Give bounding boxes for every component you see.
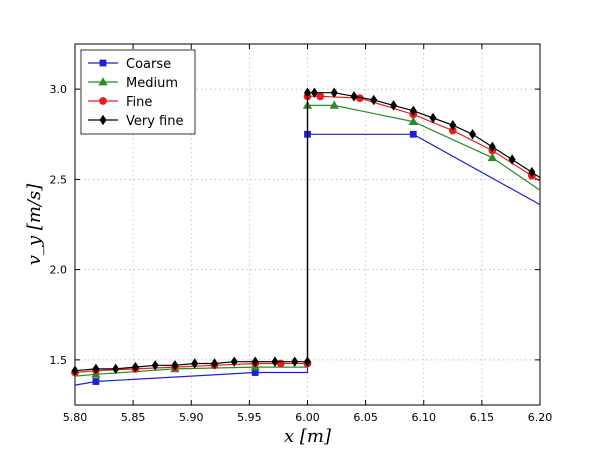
- legend-label: Medium: [126, 76, 178, 91]
- data-point: [291, 356, 299, 367]
- x-tick-label: 6.00: [295, 411, 320, 424]
- data-point: [71, 365, 79, 376]
- legend-marker: [98, 77, 108, 86]
- data-point: [449, 120, 457, 131]
- x-tick-label: 6.10: [412, 411, 437, 424]
- y-tick-label: 1.5: [50, 354, 68, 367]
- data-point: [508, 154, 516, 165]
- legend-marker: [99, 59, 107, 67]
- legend-label: Coarse: [126, 57, 171, 72]
- legend-marker: [99, 97, 107, 105]
- data-point: [276, 359, 285, 368]
- data-point: [390, 100, 398, 111]
- data-point: [409, 105, 417, 117]
- series-very-fine: [71, 87, 541, 376]
- data-point: [316, 92, 325, 101]
- data-point: [191, 358, 199, 369]
- x-tick-label: 5.95: [237, 411, 262, 424]
- data-point: [92, 363, 100, 375]
- legend-marker: [99, 114, 107, 126]
- legend-label: Very fine: [126, 114, 183, 129]
- data-point: [271, 356, 279, 367]
- legend-item: Medium: [88, 76, 178, 91]
- data-point: [429, 112, 437, 124]
- x-tick-label: 6.20: [528, 411, 553, 424]
- y-tick-label: 2.5: [50, 173, 68, 186]
- x-axis-label: x [m]: [284, 426, 332, 447]
- data-point: [487, 152, 498, 162]
- data-point: [408, 116, 418, 126]
- legend-item: Very fine: [88, 114, 183, 129]
- data-point: [92, 378, 100, 385]
- y-tick-label: 2.0: [50, 264, 68, 277]
- axis-ticks: 5.80 5.85 5.90 5.95 6.00 6.05 6.10 6.15 6.20 1.5 2…: [50, 44, 553, 424]
- data-point: [330, 87, 338, 98]
- data-point: [329, 100, 339, 109]
- legend: Coarse Medium Fine Very fine: [80, 49, 196, 135]
- x-tick-label: 5.90: [179, 411, 204, 424]
- data-point: [409, 130, 417, 138]
- data-point: [230, 356, 238, 367]
- legend-item: Fine: [88, 95, 152, 110]
- x-tick-label: 6.05: [353, 411, 378, 424]
- data-point: [304, 356, 311, 367]
- legend-label: Fine: [126, 95, 152, 110]
- data-point: [304, 87, 311, 98]
- data-point: [488, 141, 496, 153]
- y-tick-label: 3.0: [50, 83, 68, 96]
- data-point: [350, 91, 358, 102]
- data-point: [528, 166, 536, 178]
- data-point: [310, 87, 318, 98]
- series-coarse: [74, 130, 541, 386]
- data-point: [131, 361, 139, 373]
- data-point: [370, 94, 378, 106]
- x-tick-label: 6.15: [470, 411, 495, 424]
- y-axis-label: v_y [m/s]: [24, 183, 45, 265]
- data-point: [151, 360, 159, 371]
- x-tick-label: 5.80: [63, 411, 88, 424]
- data-point: [112, 363, 120, 375]
- series-group: [71, 87, 541, 386]
- data-point: [251, 356, 259, 367]
- legend-item: Coarse: [88, 57, 171, 72]
- data-point: [211, 358, 218, 369]
- data-point: [469, 129, 477, 140]
- data-point: [171, 360, 179, 371]
- x-tick-label: 5.85: [121, 411, 146, 424]
